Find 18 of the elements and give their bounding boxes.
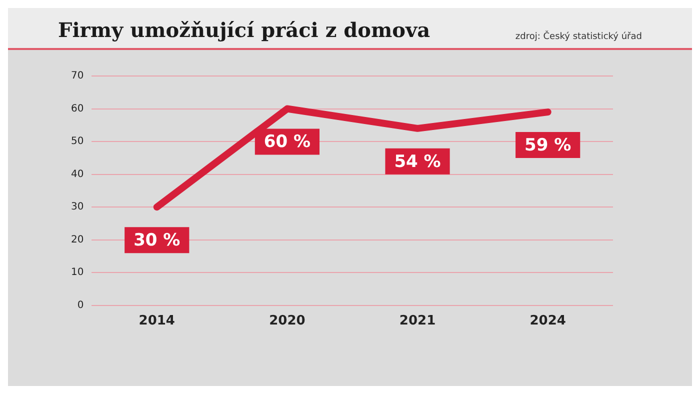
data-label: 54 %: [394, 152, 441, 172]
y-tick-label: 50: [70, 136, 84, 148]
y-tick-label: 0: [77, 300, 84, 311]
data-label: 30 %: [134, 230, 180, 251]
y-tick-label: 60: [70, 103, 84, 114]
y-tick-label: 20: [70, 234, 84, 246]
x-tick-label: 2014: [138, 314, 175, 329]
text: zdroj: Český statistický úřad: [515, 32, 642, 42]
y-tick-label: 40: [70, 168, 84, 180]
x-tick-label: 2021: [399, 314, 436, 329]
data-label: 60 %: [264, 132, 311, 152]
y-tick-label: 30: [70, 202, 84, 213]
x-tick-label: 2020: [269, 314, 306, 329]
y-tick-label: 10: [70, 267, 84, 278]
x-tick-label: 2024: [530, 314, 566, 329]
data-label: 59 %: [524, 135, 572, 156]
chart-title: Firmy umožňující práci z domova: [58, 18, 430, 42]
y-tick-label: 70: [70, 70, 84, 82]
